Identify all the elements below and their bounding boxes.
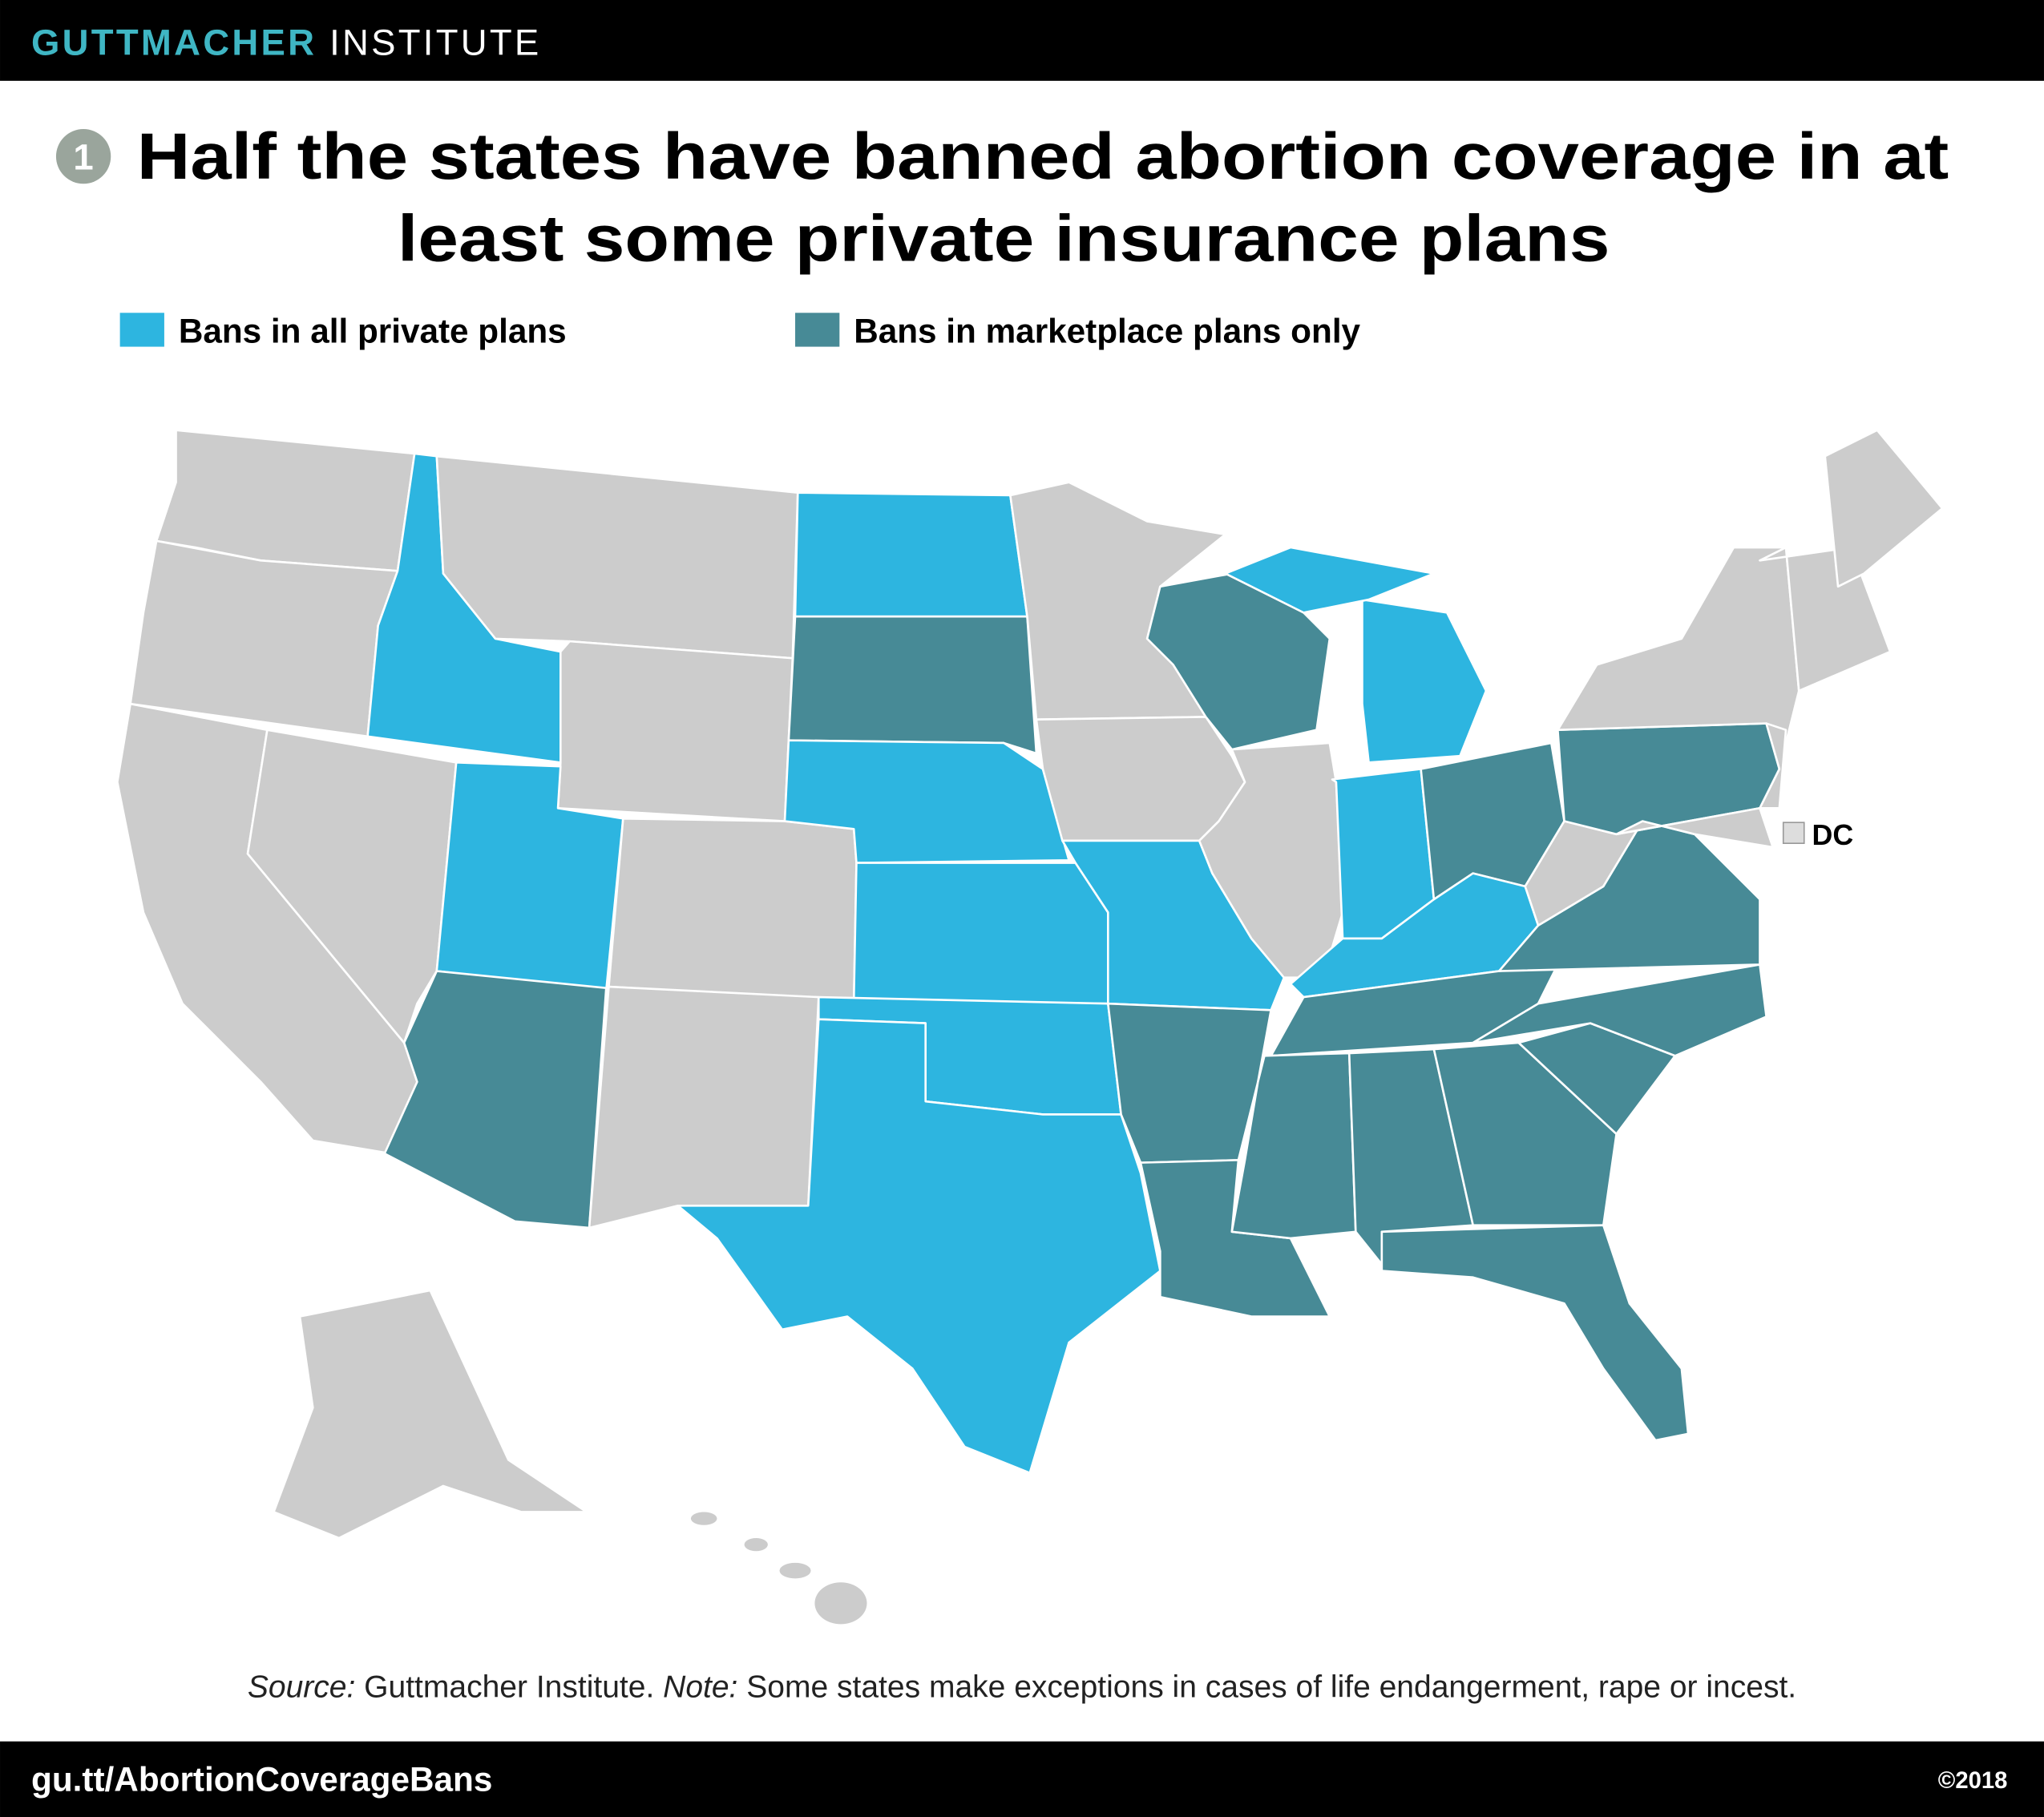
note-label: Note: <box>663 1670 737 1704</box>
title-badge <box>55 128 111 184</box>
state <box>1759 722 1787 810</box>
legend: Bans in all private plans Bans in marketp… <box>119 313 1361 350</box>
state <box>852 862 1109 1005</box>
state <box>787 615 1038 755</box>
footer-url: gu.tt/AbortionCoverageBans <box>31 1760 492 1798</box>
note-text: Some states make exceptions in cases of … <box>746 1670 1796 1704</box>
state <box>1824 429 1944 588</box>
state <box>1361 598 1488 764</box>
dc-label: DC <box>1812 819 1854 851</box>
note: Source: Guttmacher Institute. Note: Some… <box>248 1670 1796 1704</box>
map <box>116 429 1944 1625</box>
island <box>779 1562 811 1579</box>
state <box>1035 716 1246 842</box>
legend-swatch <box>795 313 840 347</box>
legend-label: Bans in marketplace plans only <box>854 313 1360 350</box>
state <box>1472 963 1767 1057</box>
state <box>435 454 799 660</box>
state <box>129 539 399 738</box>
state <box>1380 1224 1690 1442</box>
source-text: Guttmacher Institute. <box>364 1670 654 1704</box>
state <box>677 1018 1161 1474</box>
state <box>1224 546 1436 614</box>
footer-bar <box>0 1741 2044 1817</box>
state <box>794 491 1028 618</box>
state <box>383 970 608 1230</box>
brand-name: GUTTMACHER <box>31 22 317 63</box>
state <box>1139 1159 1331 1318</box>
state <box>608 817 858 1003</box>
title-line: Half the states have banned abortion cov… <box>137 120 1949 193</box>
dc-marker <box>1782 822 1805 845</box>
state <box>273 1289 588 1540</box>
state <box>588 985 820 1230</box>
legend-label: Bans in all private plans <box>179 313 567 350</box>
state <box>1198 741 1344 979</box>
island <box>690 1512 717 1525</box>
legend-swatch <box>119 313 164 347</box>
state <box>1432 1041 1618 1226</box>
state <box>1615 806 1775 849</box>
island <box>814 1582 867 1625</box>
state <box>783 739 1070 864</box>
island <box>744 1537 768 1552</box>
source-label: Source: <box>248 1670 355 1704</box>
title-line: least some private insurance plans <box>398 202 1610 275</box>
state <box>556 640 794 822</box>
title-number: 1 <box>73 136 93 177</box>
copyright: ©2018 <box>1938 1768 2008 1794</box>
brand: GUTTMACHER INSTITUTE <box>31 22 542 63</box>
brand-suffix: INSTITUTE <box>329 22 541 63</box>
header-bar <box>0 0 2044 81</box>
